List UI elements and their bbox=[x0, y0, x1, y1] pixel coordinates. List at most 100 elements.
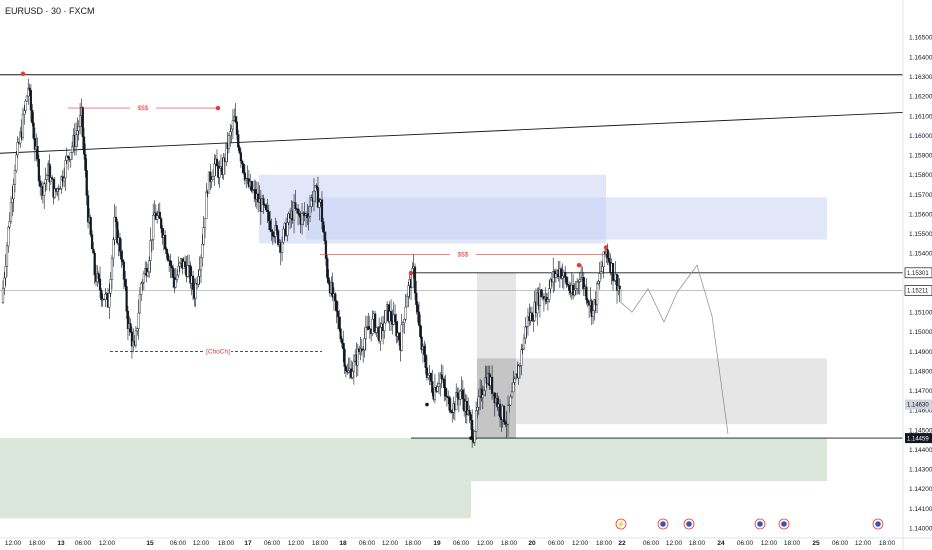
candle-body bbox=[239, 152, 242, 162]
candle-body bbox=[401, 322, 405, 325]
candle-body bbox=[237, 134, 240, 148]
candle-body bbox=[116, 221, 119, 244]
y-tick-label: 1.16500 bbox=[909, 35, 932, 42]
candle-body bbox=[316, 187, 320, 208]
candle-body bbox=[327, 277, 330, 284]
candle-body bbox=[312, 190, 316, 202]
candle-body bbox=[504, 421, 507, 425]
candle-body bbox=[591, 310, 595, 317]
y-tick-label: 1.14300 bbox=[909, 467, 932, 474]
candle-body bbox=[566, 284, 569, 286]
candle-body bbox=[449, 410, 452, 413]
candle-body bbox=[525, 326, 528, 328]
candle-body bbox=[178, 262, 181, 267]
candle-body bbox=[294, 202, 297, 209]
candle-body bbox=[146, 271, 149, 277]
liquidity-label-1-bg bbox=[130, 104, 156, 113]
candle-body bbox=[510, 391, 514, 398]
candle-body bbox=[490, 376, 494, 394]
candle-body bbox=[593, 299, 596, 311]
candle-body bbox=[85, 170, 88, 196]
liquidity-marker-1 bbox=[215, 105, 221, 111]
candle-body bbox=[468, 410, 471, 415]
candle-body bbox=[60, 176, 63, 189]
candle-body bbox=[69, 152, 72, 160]
candle-body bbox=[231, 120, 235, 130]
choch-label: [ChoCh] bbox=[206, 349, 230, 356]
candle-body bbox=[100, 289, 103, 301]
y-tick-label: 1.14800 bbox=[909, 368, 932, 375]
candle-body bbox=[480, 388, 483, 399]
y-tick-label: 1.16400 bbox=[909, 54, 932, 61]
candle-body bbox=[306, 213, 309, 218]
candle-body bbox=[15, 154, 18, 171]
candle-body bbox=[108, 293, 111, 308]
price-tag-support: 1.14459 bbox=[907, 436, 929, 442]
candle-body bbox=[548, 288, 551, 300]
candle-body bbox=[189, 265, 192, 284]
candle-body bbox=[129, 323, 132, 333]
candle-body bbox=[433, 387, 437, 400]
candle-body bbox=[351, 371, 354, 378]
candle-body bbox=[218, 168, 221, 178]
y-tick-label: 1.15400 bbox=[909, 251, 932, 258]
candle-body bbox=[598, 273, 601, 282]
candle-body bbox=[522, 337, 526, 350]
candle-body bbox=[456, 392, 459, 398]
candle-body bbox=[436, 386, 439, 392]
candle-body bbox=[347, 370, 350, 373]
candle-body bbox=[549, 279, 552, 289]
candles bbox=[1, 78, 621, 448]
candle-body bbox=[338, 316, 341, 329]
candle-body bbox=[296, 208, 300, 214]
candle-body bbox=[508, 404, 511, 407]
x-tick-label: 18:00 bbox=[312, 540, 329, 547]
candle-body bbox=[172, 267, 175, 278]
candle-body bbox=[379, 327, 382, 342]
candle-body bbox=[176, 274, 179, 280]
y-tick-label: 1.14500 bbox=[909, 427, 932, 434]
price-tag-mid: 1.14630 bbox=[907, 403, 929, 409]
candle-body bbox=[275, 225, 278, 231]
candle-body bbox=[137, 312, 140, 329]
x-tick-label: 13 bbox=[57, 540, 65, 547]
candle-body bbox=[565, 277, 568, 285]
candle-body bbox=[251, 189, 254, 192]
candle-body bbox=[437, 383, 441, 388]
green-zone-right bbox=[471, 438, 827, 482]
candle-body bbox=[118, 237, 122, 252]
candle-body bbox=[92, 248, 95, 254]
candle-body bbox=[439, 374, 442, 384]
candle-body bbox=[465, 400, 468, 416]
price-tag-last: 1.15211 bbox=[907, 289, 929, 295]
candle-body bbox=[97, 273, 100, 280]
x-tick-label: 19 bbox=[433, 540, 441, 547]
price-tag-resistance: 1.15301 bbox=[907, 271, 929, 277]
candle-body bbox=[209, 171, 212, 182]
candle-body bbox=[149, 240, 152, 261]
candle-body bbox=[104, 294, 107, 300]
candle-body bbox=[205, 191, 208, 219]
candle-body bbox=[98, 278, 102, 291]
candle-body bbox=[469, 414, 472, 421]
x-tick-label: 12:00 bbox=[99, 540, 116, 547]
candle-body bbox=[560, 268, 563, 279]
low-marker-2 bbox=[469, 436, 473, 440]
candle-body bbox=[483, 390, 486, 396]
candle-body bbox=[397, 332, 401, 341]
candle-body bbox=[271, 231, 274, 237]
price-tag-mid-bg bbox=[905, 399, 932, 410]
candle-body bbox=[113, 216, 116, 240]
candle-body bbox=[120, 251, 123, 260]
candle-body bbox=[400, 324, 403, 351]
candle-body bbox=[177, 265, 180, 276]
candle-body bbox=[52, 179, 55, 198]
y-tick-label: 1.16000 bbox=[909, 133, 932, 140]
candle-body bbox=[415, 292, 418, 305]
candle-body bbox=[371, 319, 374, 334]
candle-body bbox=[148, 260, 151, 273]
x-tick-label: 06:00 bbox=[359, 540, 376, 547]
candle-body bbox=[389, 311, 393, 321]
candle-body bbox=[336, 310, 340, 318]
